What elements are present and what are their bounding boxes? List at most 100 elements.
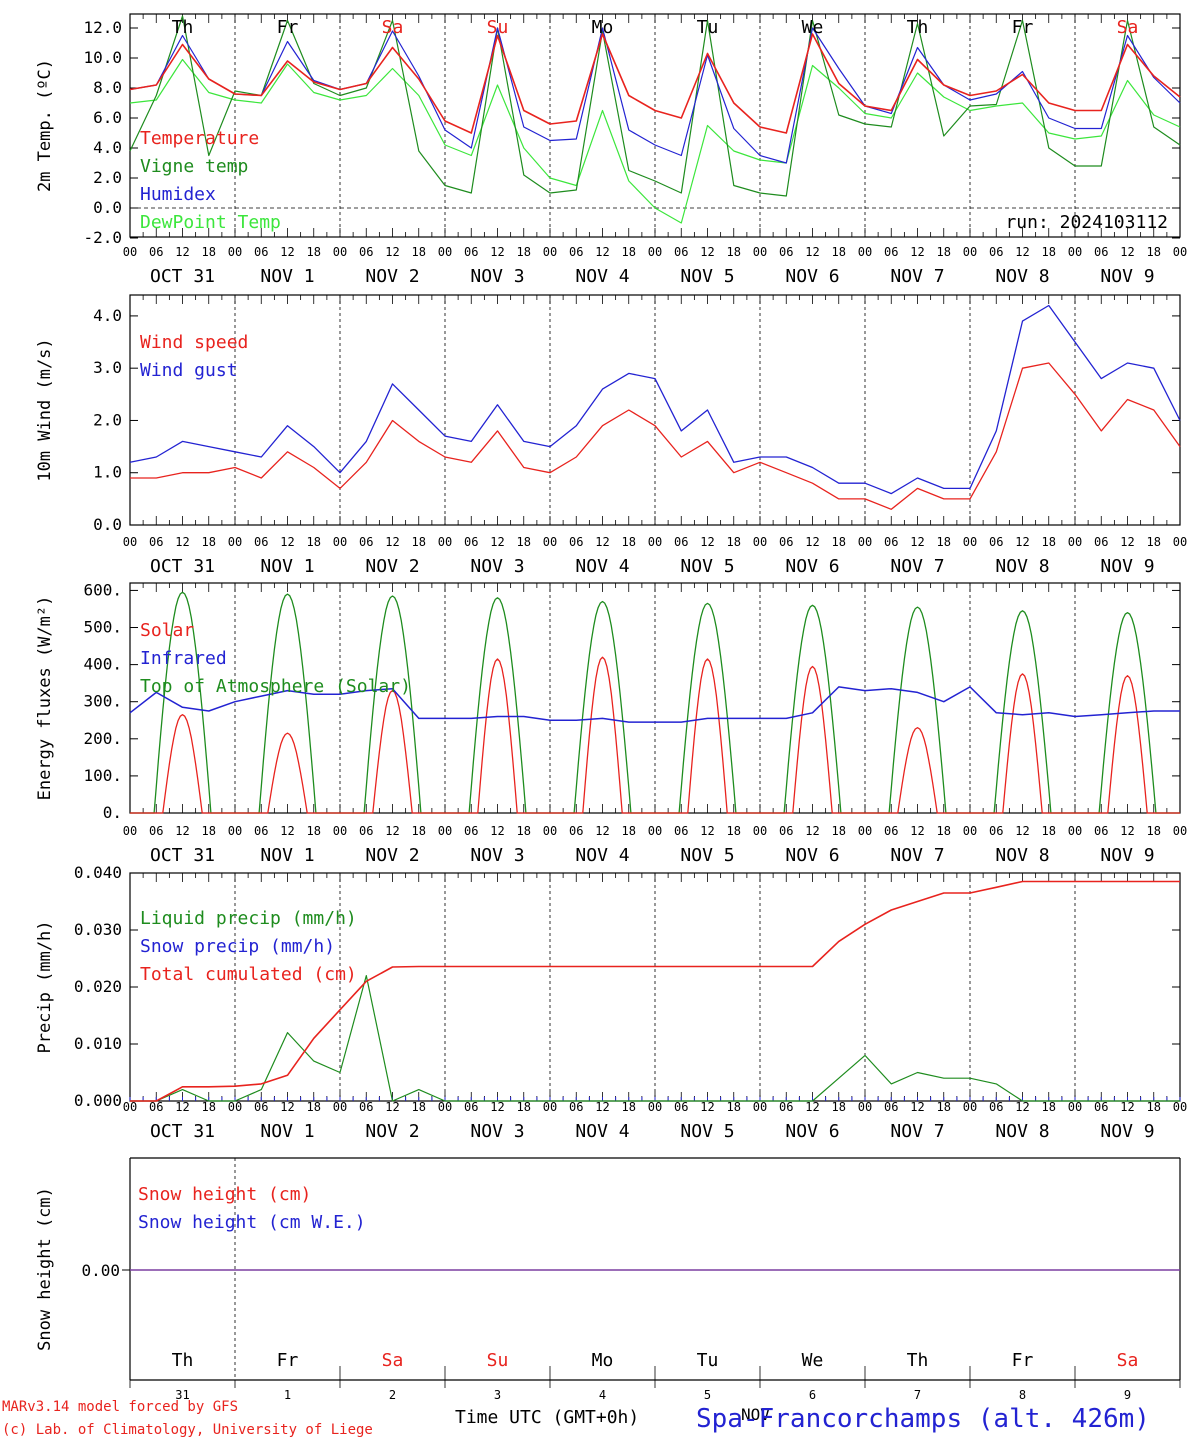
weekday-label-top: Th [172,17,194,38]
y-tick-label: 0.040 [74,863,122,882]
hour-tick-label: 18 [307,1100,321,1114]
hour-tick-label: 18 [1147,1100,1161,1114]
hour-tick-label: 18 [937,535,951,549]
hour-tick-label: 00 [753,824,767,838]
legend-entry: Wind gust [140,360,238,381]
hour-tick-label: 18 [937,245,951,259]
hour-tick-label: 18 [937,1100,951,1114]
hour-tick-label: 18 [622,824,636,838]
hour-tick-label: 18 [412,535,426,549]
weekday-label-top: We [802,17,824,38]
hour-tick-label: 00 [543,1100,557,1114]
weekday-label-top: Mo [592,17,614,38]
day-label: NOV 9 [1100,556,1154,577]
wind-series-line [130,362,1181,510]
hour-tick-label: 12 [1120,245,1134,259]
weekday-label-bottom: Sa [382,1350,404,1371]
footer-location: Spa-Francorchamps (alt. 426m) [696,1404,1150,1434]
hour-tick-label: 18 [727,245,741,259]
hour-tick-label: 12 [595,1100,609,1114]
hour-tick-label: 06 [674,824,688,838]
day-number: 3 [494,1388,501,1402]
y-tick-label: 300. [83,692,122,711]
weekday-label-bottom: Sa [1117,1350,1139,1371]
plot-border [129,13,1181,238]
hour-tick-label: 12 [910,1100,924,1114]
y-tick-label: 1.0 [93,463,122,482]
hour-tick-label: 06 [149,535,163,549]
day-label: NOV 9 [1100,266,1154,287]
hour-tick-label: 18 [412,1100,426,1114]
y-tick-label: 6.0 [93,108,122,127]
hour-tick-label: 06 [569,1100,583,1114]
day-label: NOV 3 [470,1121,524,1142]
hour-tick-label: 00 [963,1100,977,1114]
weekday-label-top: Th [907,17,929,38]
hour-tick-label: 06 [884,535,898,549]
y-tick-label: 0. [103,803,122,822]
hour-tick-label: 06 [464,245,478,259]
hour-tick-label: 00 [648,535,662,549]
hour-tick-label: 18 [727,824,741,838]
hour-tick-label: 18 [517,824,531,838]
day-number: 7 [914,1388,921,1402]
hour-tick-label: 18 [412,245,426,259]
hour-tick-label: 06 [569,535,583,549]
y-tick-label: 10.0 [83,48,122,67]
day-label: NOV 2 [365,845,419,866]
hour-tick-label: 18 [832,1100,846,1114]
y-tick-label: 3.0 [93,358,122,377]
hour-tick-label: 12 [700,824,714,838]
y-axis-label: 10m Wind (m/s) [35,338,55,481]
day-number: 9 [1124,1388,1131,1402]
hour-tick-label: 12 [700,535,714,549]
day-label: NOV 3 [470,556,524,577]
hour-tick-label: 18 [517,535,531,549]
day-label: NOV 8 [995,1121,1049,1142]
hour-tick-label: 00 [438,824,452,838]
hour-tick-label: 18 [622,1100,636,1114]
hour-tick-label: 12 [595,535,609,549]
hour-tick-label: 12 [910,245,924,259]
hour-tick-label: 00 [543,535,557,549]
day-number: 31 [175,1388,189,1402]
hour-tick-label: 12 [910,824,924,838]
hour-tick-label: 18 [1042,824,1056,838]
hour-tick-label: 18 [1147,824,1161,838]
y-tick-label: 100. [83,766,122,785]
day-label: NOV 1 [260,266,314,287]
day-label: OCT 31 [150,845,215,866]
hour-tick-label: 06 [149,824,163,838]
hour-tick-label: 06 [674,535,688,549]
hour-tick-label: 12 [490,245,504,259]
hour-tick-label: 12 [1015,245,1029,259]
legend-entry: Temperature [140,128,259,149]
day-label: NOV 7 [890,845,944,866]
hour-tick-label: 00 [858,535,872,549]
hour-tick-label: 12 [1015,824,1029,838]
hour-tick-label: 06 [1094,1100,1108,1114]
hour-tick-label: 18 [307,824,321,838]
hour-tick-label: 18 [307,245,321,259]
hour-tick-label: 12 [595,245,609,259]
day-label: NOV 8 [995,845,1049,866]
weekday-label-bottom: Fr [277,1350,299,1371]
legend-entry: DewPoint Temp [140,212,281,233]
hour-tick-label: 12 [280,1100,294,1114]
panel-1-frame [129,294,1181,526]
day-label: NOV 6 [785,266,839,287]
infrared-line [129,686,1180,723]
day-label: NOV 3 [470,266,524,287]
day-label: NOV 2 [365,556,419,577]
y-tick-label: 0.010 [74,1034,122,1053]
hour-tick-label: 12 [385,535,399,549]
footer-credit-model: MARv3.14 model forced by GFS [2,1399,238,1415]
hour-tick-label: 18 [517,245,531,259]
hour-tick-label: 12 [175,824,189,838]
weekday-label-bottom: Fr [1012,1350,1034,1371]
y-tick-label: 2.0 [93,168,122,187]
hour-tick-label: 12 [805,245,819,259]
hour-tick-label: 18 [832,824,846,838]
day-label: NOV 5 [680,845,734,866]
weekday-label-top: Su [487,17,509,38]
